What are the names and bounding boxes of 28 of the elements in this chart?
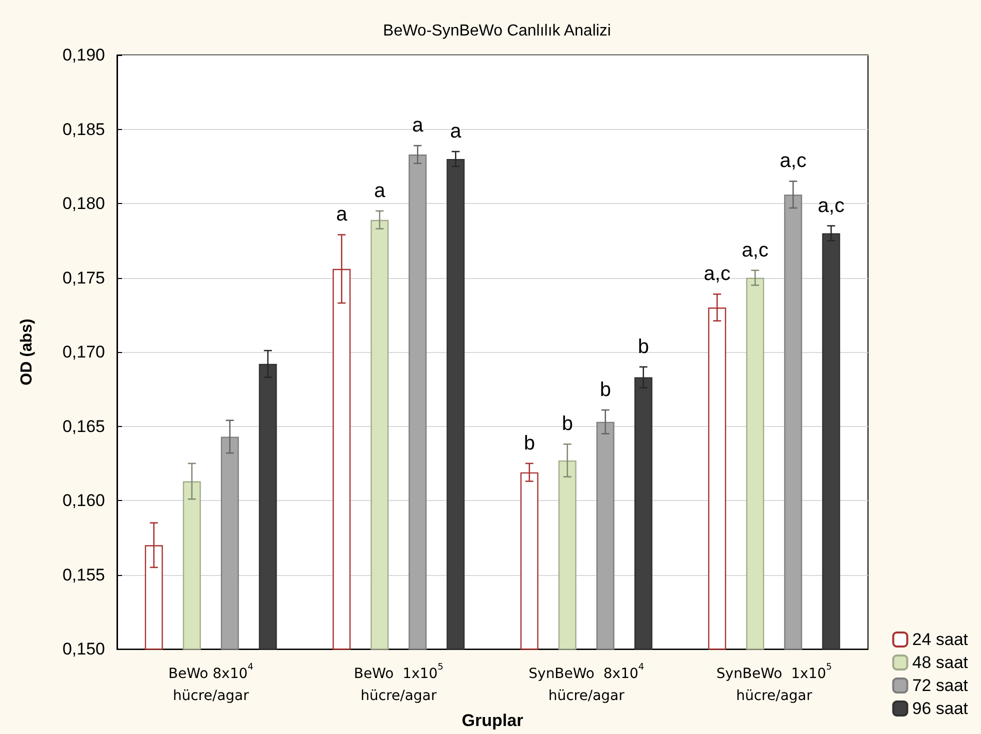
data-label: a,c [704,263,730,286]
data-label: b [562,413,573,436]
legend-label: 96 saat [912,699,968,718]
y-tick-label: 0,160 [62,491,105,510]
legend-label: 48 saat [912,653,968,672]
data-label: b [524,432,535,454]
data-label: b [600,378,611,401]
y-tick-label: 0,150 [62,640,105,659]
data-label: a,c [780,150,806,172]
y-tick-label: 0,175 [62,268,105,288]
legend-label: 72 saat [912,676,968,695]
data-label: a [374,180,386,202]
y-tick-label: 0,170 [62,342,105,362]
y-tick-label: 0,190 [62,46,105,64]
data-label: a,c [742,239,768,262]
y-tick-label: 0,165 [62,416,105,436]
data-label: a [412,114,424,137]
legend-label: 24 saat [912,630,968,649]
data-label: a [336,204,348,226]
data-label: b [638,336,649,358]
chart-title: BeWo-SynBeWo Canlılık Analizi [383,22,611,40]
y-tick-label: 0,180 [62,194,105,214]
y-axis-title: OD (abs) [18,318,36,386]
x-axis-title: Gruplar [462,711,524,730]
data-label: a [450,120,462,143]
y-tick-label: 0,185 [62,120,105,139]
y-tick-label: 0,155 [62,565,105,584]
data-label: a,c [818,194,844,217]
